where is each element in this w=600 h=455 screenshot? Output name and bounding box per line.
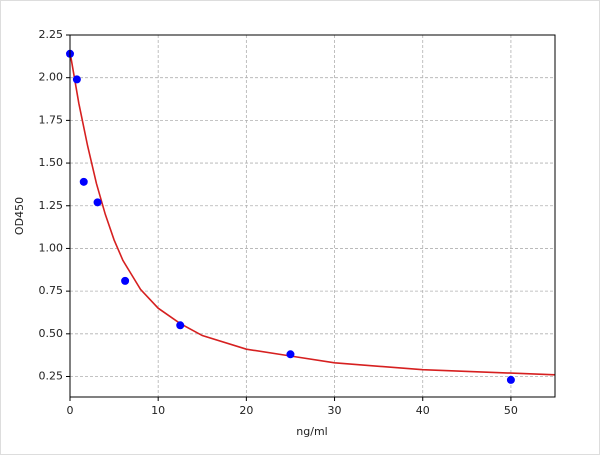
data-point — [506, 375, 515, 384]
y-axis-label: OD450 — [13, 197, 26, 235]
y-tick-label: 1.25 — [39, 199, 64, 212]
fit-curve — [69, 51, 556, 376]
y-tick-label: 2.00 — [39, 71, 64, 84]
data-point — [121, 276, 130, 285]
y-tick-label: 1.75 — [39, 113, 64, 126]
data-point — [93, 198, 102, 207]
y-tick-label: 0.25 — [39, 370, 64, 383]
x-tick-label: 10 — [151, 404, 165, 417]
x-tick-label: 50 — [504, 404, 518, 417]
data-point — [176, 321, 185, 330]
data-point — [79, 177, 88, 186]
y-tick-label: 2.25 — [39, 28, 64, 41]
plot-frame — [69, 34, 556, 398]
data-point — [286, 350, 295, 359]
x-axis-label: ng/ml — [296, 425, 327, 438]
x-tick-label: 20 — [239, 404, 253, 417]
x-tick-label: 30 — [328, 404, 342, 417]
x-tick-label: 0 — [67, 404, 74, 417]
y-tick-label: 0.50 — [39, 327, 64, 340]
x-tick-label: 40 — [416, 404, 430, 417]
y-tick-label: 0.75 — [39, 284, 64, 297]
y-tick-label: 1.00 — [39, 241, 64, 254]
data-point — [72, 75, 81, 84]
y-tick-label: 1.50 — [39, 156, 64, 169]
